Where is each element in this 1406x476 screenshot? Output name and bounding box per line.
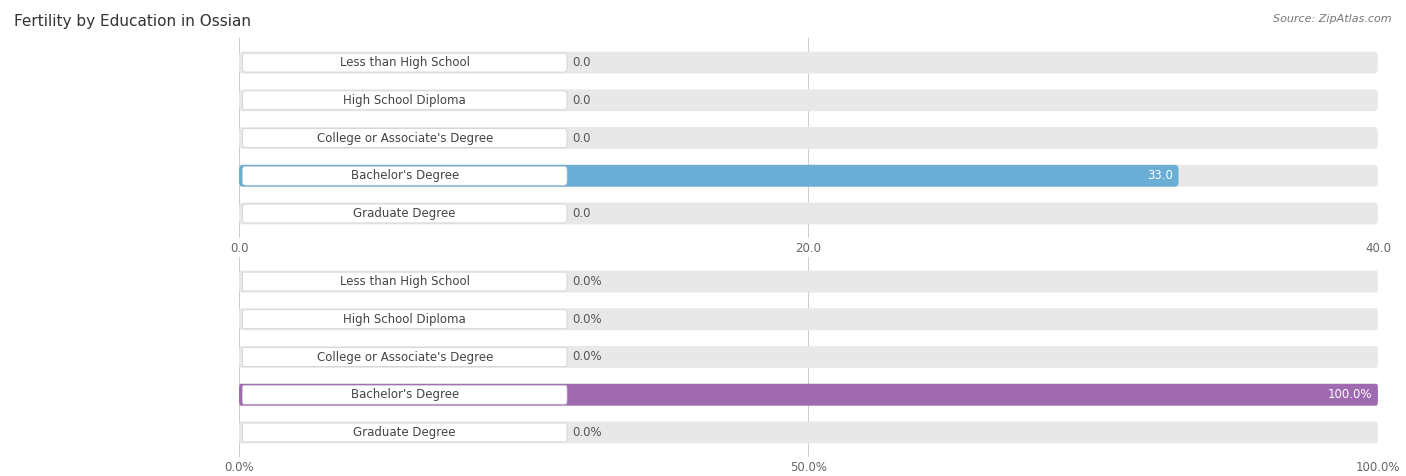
Text: Bachelor's Degree: Bachelor's Degree [350,388,458,401]
Text: 0.0%: 0.0% [572,275,602,288]
Text: College or Associate's Degree: College or Associate's Degree [316,131,494,145]
FancyBboxPatch shape [242,91,567,110]
Text: 33.0: 33.0 [1147,169,1173,182]
FancyBboxPatch shape [239,165,1178,187]
FancyBboxPatch shape [242,129,567,148]
Text: College or Associate's Degree: College or Associate's Degree [316,350,494,364]
Text: 100.0%: 100.0% [1327,388,1372,401]
Text: 0.0: 0.0 [572,56,591,69]
Text: 0.0: 0.0 [572,94,591,107]
Text: Source: ZipAtlas.com: Source: ZipAtlas.com [1274,14,1392,24]
Text: Graduate Degree: Graduate Degree [353,207,456,220]
FancyBboxPatch shape [239,346,1378,368]
Text: Bachelor's Degree: Bachelor's Degree [350,169,458,182]
Text: 0.0: 0.0 [572,207,591,220]
FancyBboxPatch shape [239,384,1378,406]
FancyBboxPatch shape [242,204,567,223]
FancyBboxPatch shape [239,422,1378,443]
Text: High School Diploma: High School Diploma [343,313,467,326]
Text: 0.0%: 0.0% [572,313,602,326]
Text: High School Diploma: High School Diploma [343,94,467,107]
FancyBboxPatch shape [239,308,1378,330]
Text: Less than High School: Less than High School [340,56,470,69]
Text: 0.0%: 0.0% [572,426,602,439]
Text: 0.0: 0.0 [572,131,591,145]
FancyBboxPatch shape [242,166,567,185]
Text: Fertility by Education in Ossian: Fertility by Education in Ossian [14,14,252,30]
FancyBboxPatch shape [242,53,567,72]
Text: Graduate Degree: Graduate Degree [353,426,456,439]
FancyBboxPatch shape [239,384,1378,406]
FancyBboxPatch shape [239,203,1378,224]
FancyBboxPatch shape [239,127,1378,149]
Text: Less than High School: Less than High School [340,275,470,288]
FancyBboxPatch shape [242,385,567,404]
FancyBboxPatch shape [239,165,1378,187]
FancyBboxPatch shape [239,52,1378,73]
FancyBboxPatch shape [239,271,1378,292]
FancyBboxPatch shape [242,347,567,367]
Text: 0.0%: 0.0% [572,350,602,364]
FancyBboxPatch shape [242,272,567,291]
FancyBboxPatch shape [242,310,567,329]
FancyBboxPatch shape [239,89,1378,111]
FancyBboxPatch shape [242,423,567,442]
